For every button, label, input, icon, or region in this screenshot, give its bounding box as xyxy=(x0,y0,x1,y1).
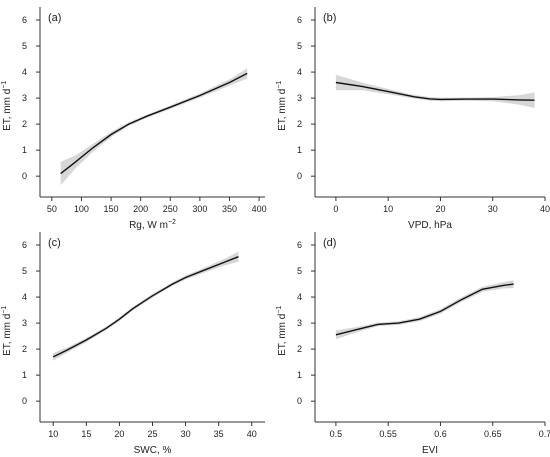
chart-panel-3: 0 1 2 3 4 5 6 10 15 20 25 30 35 40 (c) SWC, % ET, mm d−1 xyxy=(1,232,265,456)
y-tick-label: 5 xyxy=(22,41,27,51)
panel-label: (a) xyxy=(48,12,61,24)
x-axis-title: VPD, hPa xyxy=(408,220,452,231)
y-tick-label: 4 xyxy=(22,292,27,302)
x-axis-title: EVI xyxy=(422,445,438,456)
x-tick-label: 0.5 xyxy=(330,429,343,439)
y-axis-title-superscript: −1 xyxy=(1,306,8,314)
chart-panel-1: 0 1 2 3 4 5 6 50 100 150 200 250 300 350 400 (a) Rg, W m… xyxy=(1,7,267,231)
chart-panel-4: 0 1 2 3 4 5 6 0.5 0.55 0.6 0.65 0.7 (d) EVI ET, mm d−1 xyxy=(276,232,550,456)
panel-label: (d) xyxy=(323,237,336,249)
x-tick-label: 40 xyxy=(540,204,550,214)
y-tick-label: 3 xyxy=(22,93,27,103)
confidence-band xyxy=(60,68,248,186)
y-tick-label: 2 xyxy=(297,344,302,354)
y-tick-label: 4 xyxy=(297,292,302,302)
x-tick-label: 250 xyxy=(163,204,178,214)
fitted-line xyxy=(335,81,535,101)
panel-label: (c) xyxy=(48,237,61,249)
y-tick-label: 3 xyxy=(297,93,302,103)
y-tick-label: 3 xyxy=(22,318,27,328)
y-axis-title: ET, mm d−1 xyxy=(1,306,13,356)
x-tick-label: 25 xyxy=(147,429,157,439)
x-tick-label: 0.65 xyxy=(484,429,502,439)
y-tick-label: 1 xyxy=(297,370,302,380)
x-tick-label: 30 xyxy=(488,204,498,214)
y-axis-title: ET, mm d−1 xyxy=(276,306,288,356)
x-tick-label: 30 xyxy=(181,429,191,439)
y-tick-label: 0 xyxy=(22,171,27,181)
y-axis-title: ET, mm d−1 xyxy=(276,81,288,131)
y-tick-label: 6 xyxy=(297,240,302,250)
y-tick-label: 5 xyxy=(297,41,302,51)
x-tick-label: 0.55 xyxy=(379,429,397,439)
x-tick-label: 35 xyxy=(214,429,224,439)
chart-panel-2: 0 1 2 3 4 5 6 0 10 20 30 40 (b) VPD, hPa ET, mm d−1 xyxy=(276,7,550,231)
y-tick-label: 6 xyxy=(297,15,302,25)
x-tick-label: 20 xyxy=(114,429,124,439)
y-tick-label: 5 xyxy=(22,266,27,276)
fitted-line xyxy=(52,256,239,358)
confidence-band xyxy=(53,251,239,361)
x-tick-label: 0.7 xyxy=(539,429,550,439)
y-tick-label: 0 xyxy=(297,396,302,406)
x-tick-label: 400 xyxy=(252,204,267,214)
x-tick-label: 10 xyxy=(48,429,58,439)
panel-label: (b) xyxy=(323,12,336,24)
y-tick-label: 6 xyxy=(22,15,27,25)
y-axis-title-superscript: −1 xyxy=(276,306,283,314)
y-tick-label: 4 xyxy=(22,67,27,77)
x-tick-label: 150 xyxy=(104,204,119,214)
fitted-line xyxy=(60,72,248,175)
x-axis-title: SWC, % xyxy=(134,445,172,456)
y-tick-label: 1 xyxy=(22,145,27,155)
y-tick-label: 3 xyxy=(297,318,302,328)
y-axis-title: ET, mm d−1 xyxy=(1,81,13,131)
x-tick-label: 0.6 xyxy=(434,429,447,439)
y-tick-label: 1 xyxy=(297,145,302,155)
y-tick-label: 1 xyxy=(22,370,27,380)
x-tick-label: 10 xyxy=(383,204,393,214)
x-tick-label: 40 xyxy=(247,429,257,439)
x-tick-label: 300 xyxy=(192,204,207,214)
y-tick-label: 0 xyxy=(22,396,27,406)
y-tick-label: 0 xyxy=(297,171,302,181)
y-axis-title-superscript: −1 xyxy=(276,81,283,89)
x-tick-label: 100 xyxy=(74,204,89,214)
y-tick-label: 2 xyxy=(297,119,302,129)
x-tick-label: 200 xyxy=(133,204,148,214)
fitted-line xyxy=(335,283,514,336)
confidence-band xyxy=(335,74,535,108)
y-tick-label: 4 xyxy=(297,67,302,77)
y-axis-title-superscript: −1 xyxy=(1,81,8,89)
y-tick-label: 5 xyxy=(297,266,302,276)
y-tick-label: 2 xyxy=(22,344,27,354)
x-axis-title-superscript: −2 xyxy=(168,219,176,226)
x-axis-title: Rg, W m−2 xyxy=(129,219,176,231)
x-tick-label: 15 xyxy=(81,429,91,439)
x-tick-label: 50 xyxy=(47,204,57,214)
x-tick-label: 20 xyxy=(435,204,445,214)
y-tick-label: 2 xyxy=(22,119,27,129)
y-tick-label: 6 xyxy=(22,240,27,250)
x-tick-label: 0 xyxy=(333,204,338,214)
x-tick-label: 350 xyxy=(222,204,237,214)
